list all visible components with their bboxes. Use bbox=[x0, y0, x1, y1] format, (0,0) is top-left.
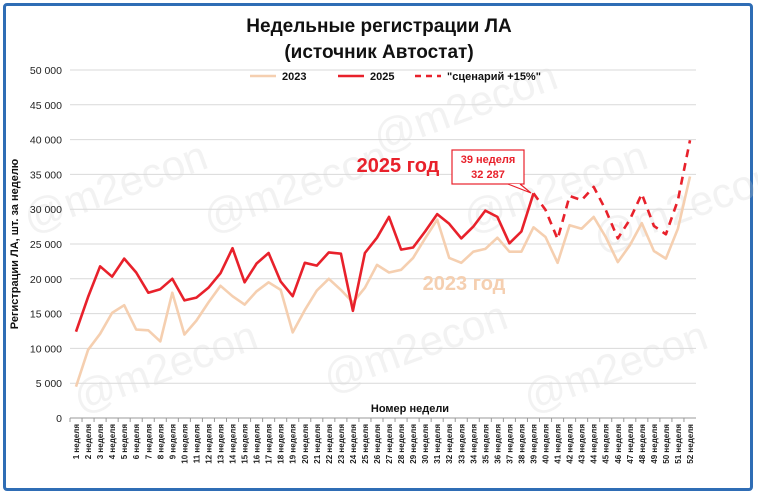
label-2025: 2025 год bbox=[357, 155, 440, 177]
chart-title-line2: (источник Автостат) bbox=[284, 42, 473, 63]
x-tick-label: 31 неделя bbox=[433, 424, 442, 464]
x-tick-label: 16 неделя bbox=[253, 424, 262, 464]
y-axis-title: Регистрации ЛА, шт. за неделю bbox=[9, 159, 21, 329]
x-tick-label: 48 неделя bbox=[638, 424, 647, 464]
x-axis-ticks: 1 неделя 2 неделя 3 неделя 4 неделя 5 неделя… bbox=[69, 418, 695, 464]
x-tick-label: 36 неделя bbox=[493, 424, 502, 464]
x-tick-label: 34 неделя bbox=[469, 424, 478, 464]
y-tick-label: 45 000 bbox=[30, 100, 62, 112]
y-tick-label: 15 000 bbox=[30, 309, 62, 321]
callout-box bbox=[451, 149, 525, 185]
x-tick-label: 38 неделя bbox=[517, 424, 526, 464]
watermark-text: @m2econ bbox=[67, 311, 264, 421]
x-tick-label: 51 неделя bbox=[674, 424, 683, 464]
x-tick-label: 29 неделя bbox=[409, 424, 418, 464]
x-tick-label: 46 неделя bbox=[614, 424, 623, 464]
y-tick-label: 20 000 bbox=[30, 274, 62, 286]
x-tick-label: 47 неделя bbox=[626, 424, 635, 464]
x-tick-label: 14 неделя bbox=[229, 424, 238, 464]
x-tick-label: 22 неделя bbox=[325, 424, 334, 464]
x-tick-label: 42 неделя bbox=[566, 424, 575, 464]
watermark-text: @m2econ bbox=[367, 51, 564, 161]
legend-label: 2023 bbox=[282, 71, 306, 83]
x-tick-label: 26 неделя bbox=[373, 424, 382, 464]
x-tick-label: 20 неделя bbox=[301, 424, 310, 464]
x-tick-label: 44 неделя bbox=[590, 424, 599, 464]
x-tick-label: 3 неделя bbox=[96, 424, 105, 460]
x-tick-label: 15 неделя bbox=[241, 424, 250, 464]
series-line-2 bbox=[532, 140, 692, 241]
y-tick-label: 40 000 bbox=[30, 135, 62, 147]
x-tick-label: 5 неделя bbox=[120, 424, 129, 460]
watermark-text: @m2econ bbox=[197, 131, 394, 241]
watermark-text: @m2econ bbox=[17, 131, 214, 241]
y-tick-label: 35 000 bbox=[30, 169, 62, 181]
x-tick-label: 27 неделя bbox=[385, 424, 394, 464]
x-tick-label: 4 неделя bbox=[108, 424, 117, 460]
x-tick-label: 45 неделя bbox=[602, 424, 611, 464]
legend: 2023 2025 "сценарий +15%" bbox=[250, 71, 541, 83]
x-tick-label: 50 неделя bbox=[662, 424, 671, 464]
legend-label: "сценарий +15%" bbox=[447, 71, 541, 83]
x-tick-label: 9 неделя bbox=[168, 424, 177, 460]
x-tick-label: 12 неделя bbox=[204, 424, 213, 464]
x-tick-label: 49 неделя bbox=[650, 424, 659, 464]
callout-week: 39 неделя bbox=[461, 154, 516, 166]
y-tick-label: 50 000 bbox=[30, 65, 62, 77]
x-tick-label: 24 неделя bbox=[349, 424, 358, 464]
x-tick-label: 1 неделя bbox=[72, 424, 81, 460]
series-layer bbox=[74, 140, 692, 388]
gridlines bbox=[70, 69, 696, 384]
x-tick-label: 21 неделя bbox=[313, 424, 322, 464]
chart-title-line1: Недельные регистрации ЛА bbox=[246, 16, 512, 37]
x-tick-label: 39 неделя bbox=[529, 424, 538, 464]
x-tick-label: 35 неделя bbox=[481, 424, 490, 464]
x-tick-label: 18 неделя bbox=[277, 424, 286, 464]
x-tick-label: 25 неделя bbox=[361, 424, 370, 464]
x-tick-label: 6 неделя bbox=[132, 424, 141, 460]
x-tick-label: 41 неделя bbox=[554, 424, 563, 464]
x-tick-label: 43 неделя bbox=[578, 424, 587, 464]
y-tick-label: 0 bbox=[56, 413, 62, 425]
y-tick-label: 25 000 bbox=[30, 239, 62, 251]
x-tick-label: 37 неделя bbox=[505, 424, 514, 464]
x-tick-label: 8 неделя bbox=[156, 424, 165, 460]
x-tick-label: 33 неделя bbox=[457, 424, 466, 464]
x-tick-label: 30 неделя bbox=[421, 424, 430, 464]
annotations: 2025 год 2023 год 39 неделя 32 287 bbox=[357, 149, 532, 295]
series-line-0 bbox=[74, 176, 692, 388]
x-axis-title: Номер недели bbox=[371, 403, 449, 415]
x-tick-label: 32 неделя bbox=[445, 424, 454, 464]
callout-pointer bbox=[507, 183, 532, 194]
x-tick-label: 28 неделя bbox=[397, 424, 406, 464]
x-tick-label: 40 неделя bbox=[542, 424, 551, 464]
x-tick-label: 10 неделя bbox=[180, 424, 189, 464]
x-tick-label: 52 неделя bbox=[686, 424, 695, 464]
x-tick-label: 11 неделя bbox=[192, 424, 201, 464]
y-tick-label: 30 000 bbox=[30, 204, 62, 216]
y-tick-label: 10 000 bbox=[30, 343, 62, 355]
y-tick-label: 5 000 bbox=[36, 378, 62, 390]
watermark-text: @m2econ bbox=[517, 311, 714, 421]
series-line-1 bbox=[74, 192, 535, 333]
x-tick-label: 23 неделя bbox=[337, 424, 346, 464]
x-tick-label: 7 неделя bbox=[144, 424, 153, 460]
x-tick-label: 2 неделя bbox=[84, 424, 93, 460]
y-axis-ticks: 0 5 000 10 000 15 000 20 000 25 000 30 000 35 0… bbox=[30, 65, 62, 425]
legend-label: 2025 bbox=[370, 71, 394, 83]
watermark-text: @m2econ bbox=[317, 291, 514, 401]
label-2023: 2023 год bbox=[423, 273, 506, 295]
x-tick-label: 13 неделя bbox=[216, 424, 225, 464]
x-tick-label: 19 неделя bbox=[289, 424, 298, 464]
x-tick-label: 17 неделя bbox=[265, 424, 274, 464]
callout-value: 32 287 bbox=[471, 169, 505, 181]
